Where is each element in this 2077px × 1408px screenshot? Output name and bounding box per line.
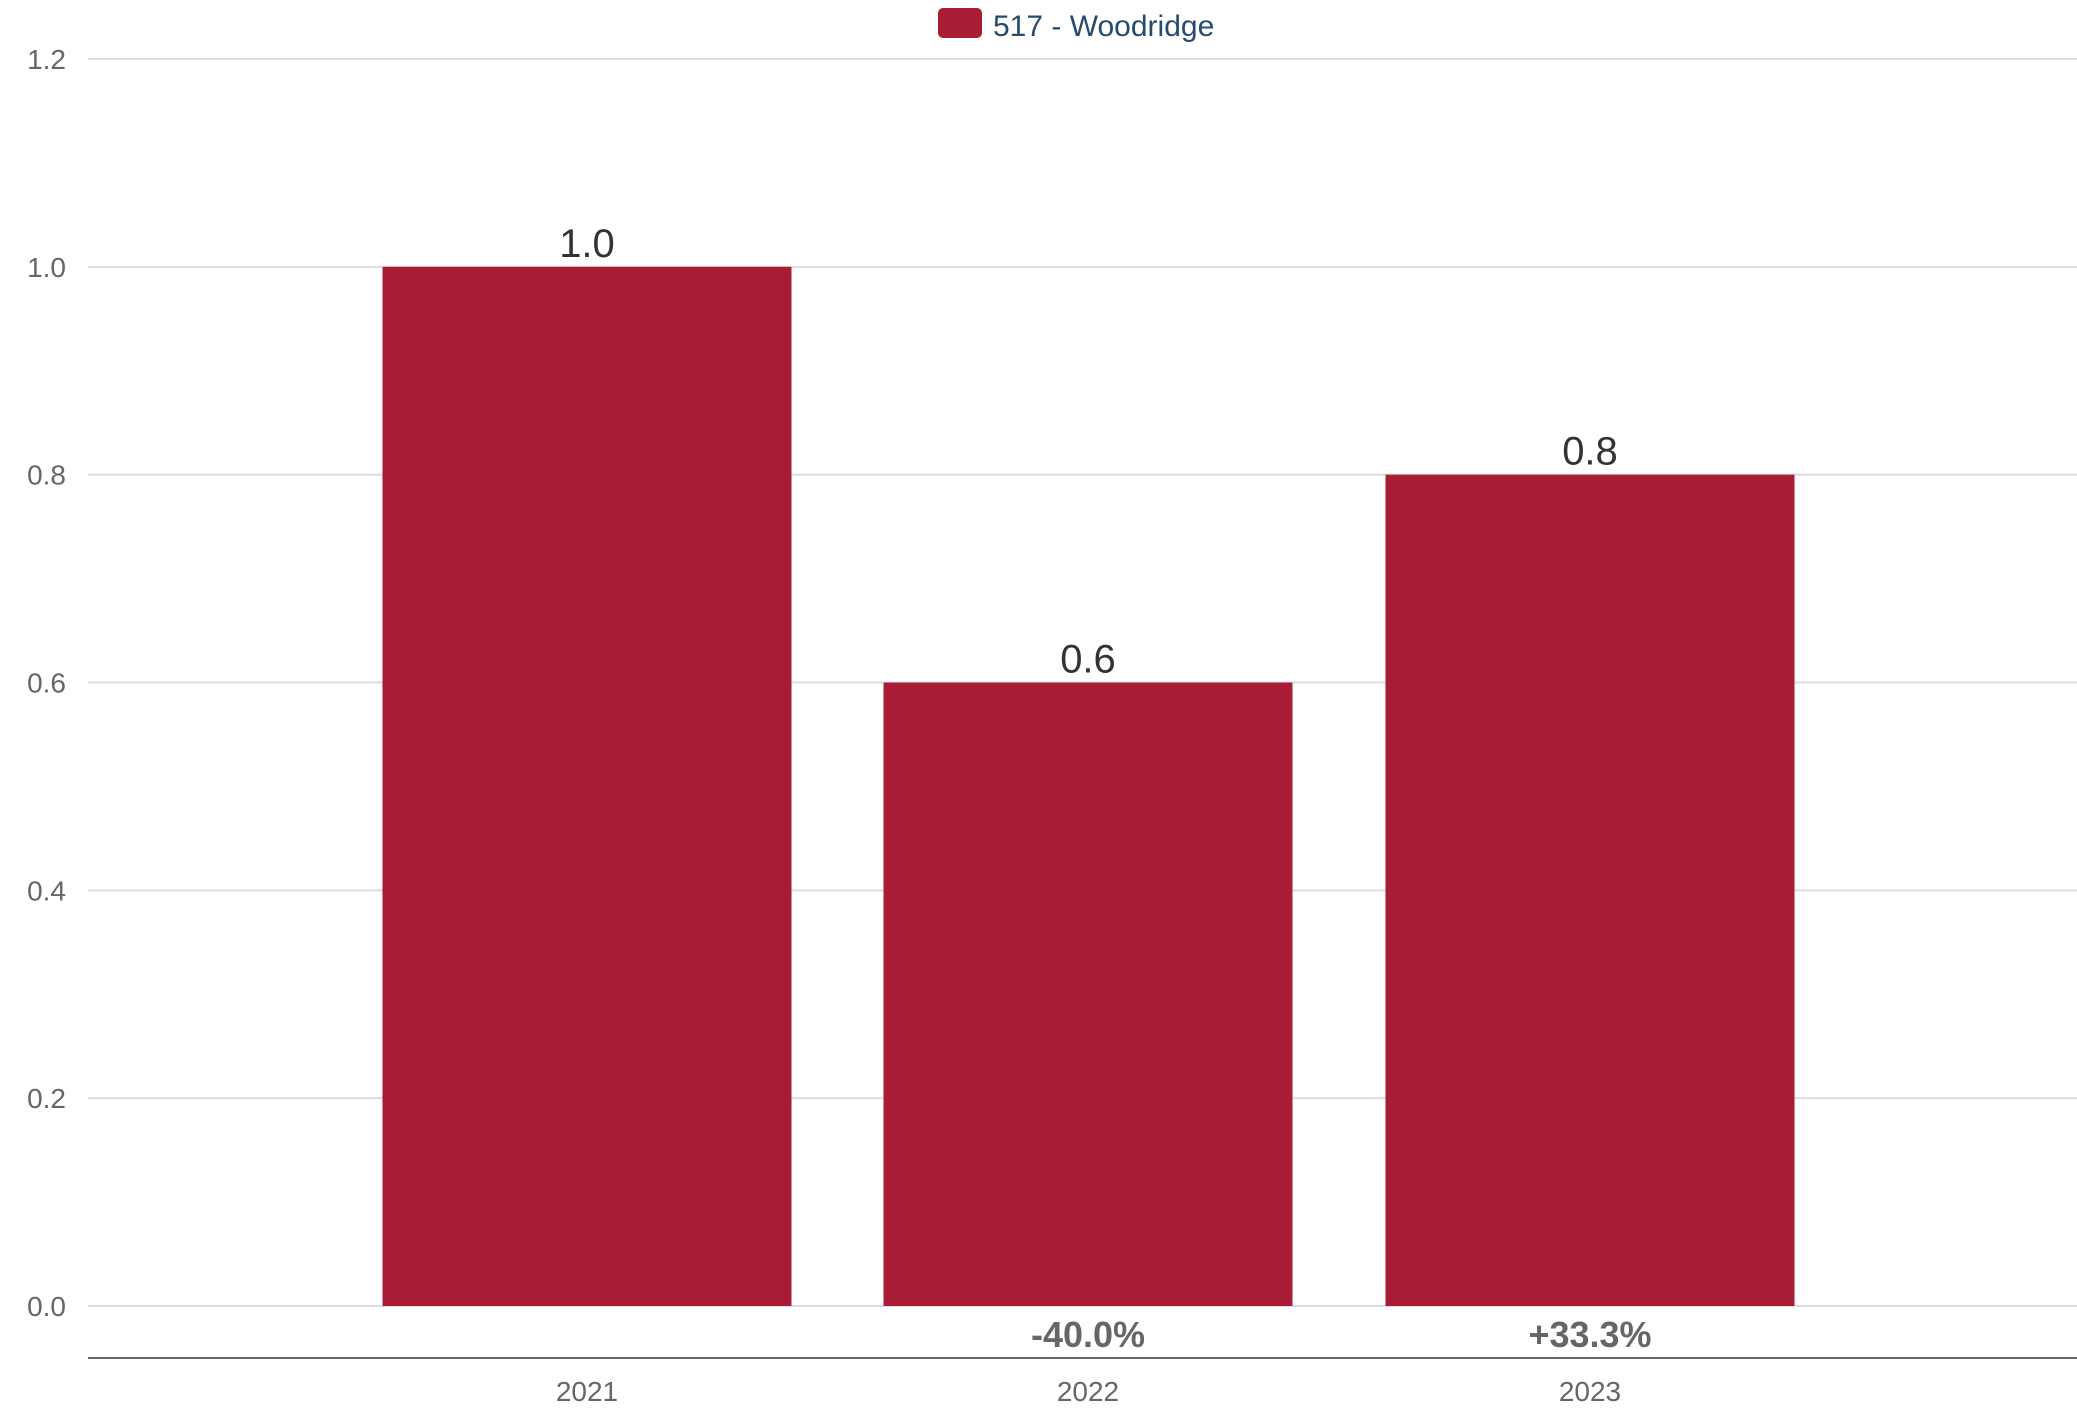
legend[interactable]: 517 - Woodridge bbox=[938, 8, 1214, 43]
bar-value-label: 0.8 bbox=[1562, 430, 1618, 474]
bar bbox=[382, 266, 792, 1306]
bar bbox=[1385, 474, 1795, 1307]
change-labels: -40.0% +33.3% bbox=[1031, 1314, 1652, 1355]
bar-value-labels: 1.0 0.6 0.8 bbox=[559, 222, 1618, 682]
y-axis-tick-labels: 0.0 0.2 0.4 0.6 0.8 1.0 1.2 bbox=[27, 44, 66, 1322]
y-tick-label: 0.8 bbox=[27, 460, 66, 491]
x-tick-label: 2021 bbox=[556, 1376, 618, 1407]
y-tick-label: 0.2 bbox=[27, 1083, 66, 1114]
y-tick-label: 1.2 bbox=[27, 44, 66, 75]
bar bbox=[883, 682, 1293, 1306]
legend-swatch[interactable] bbox=[938, 8, 982, 38]
change-label: +33.3% bbox=[1528, 1314, 1651, 1355]
bar-value-label: 1.0 bbox=[559, 222, 615, 266]
x-axis-tick-labels: 2021 2022 2023 bbox=[556, 1376, 1621, 1407]
x-tick-label: 2023 bbox=[1559, 1376, 1621, 1407]
y-tick-label: 0.4 bbox=[27, 875, 66, 906]
bar-value-label: 0.6 bbox=[1060, 638, 1116, 682]
x-tick-label: 2022 bbox=[1057, 1376, 1119, 1407]
y-tick-label: 1.0 bbox=[27, 252, 66, 283]
y-tick-label: 0.0 bbox=[27, 1291, 66, 1322]
bars bbox=[382, 266, 1795, 1307]
legend-label[interactable]: 517 - Woodridge bbox=[993, 10, 1214, 43]
change-label: -40.0% bbox=[1031, 1314, 1145, 1355]
y-tick-label: 0.6 bbox=[27, 668, 66, 699]
